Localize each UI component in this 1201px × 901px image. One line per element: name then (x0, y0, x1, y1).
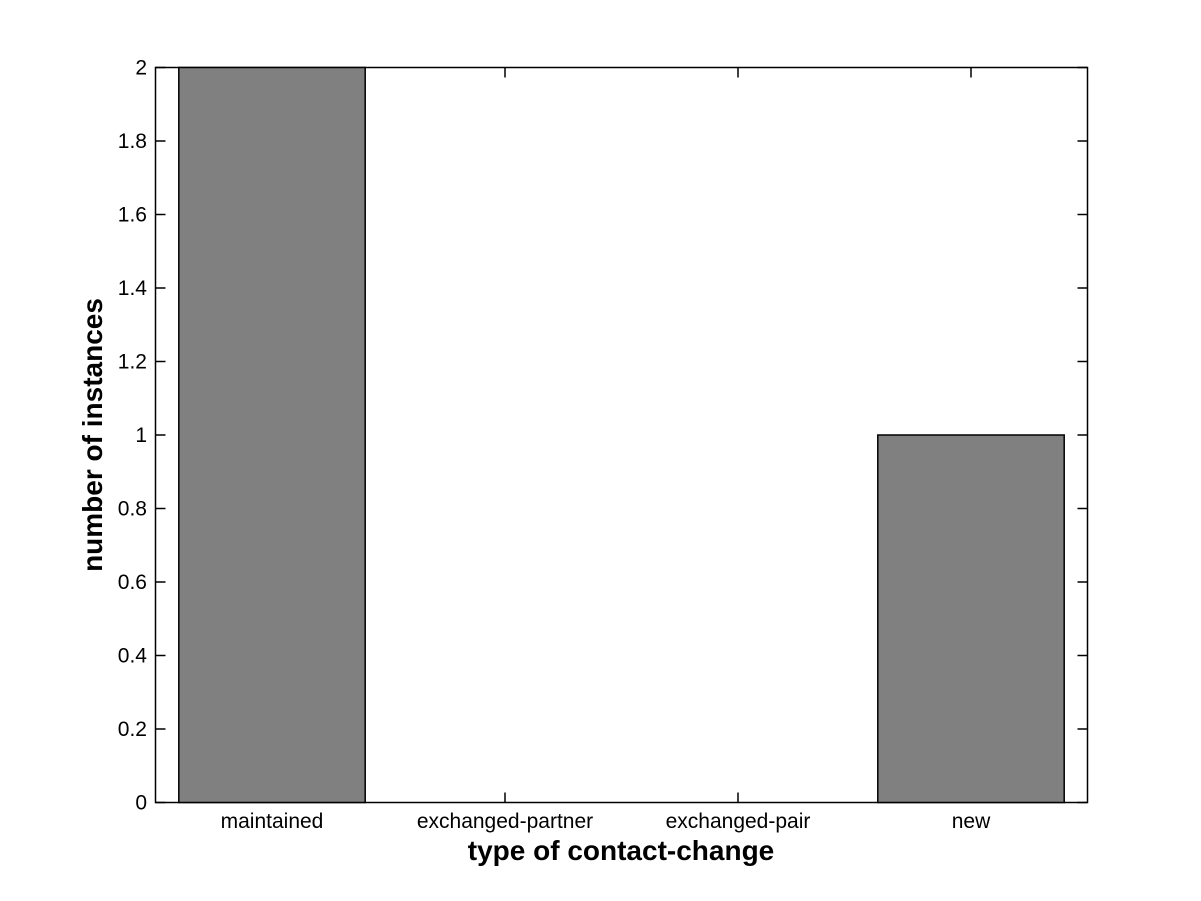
y-tick-label: 0.2 (118, 718, 147, 741)
x-axis-label: type of contact-change (467, 835, 775, 866)
bar-maintained (178, 66, 366, 804)
bar-new (877, 434, 1065, 804)
y-tick-label: 0.8 (118, 498, 147, 521)
y-tick-label: 1.4 (118, 277, 148, 300)
y-axis-label: number of instances (77, 298, 108, 572)
y-tick-label: 0.4 (118, 645, 148, 668)
y-tick-label: 1 (135, 424, 147, 447)
x-tick-label: exchanged-pair (666, 810, 811, 833)
x-tick-label: new (952, 810, 991, 833)
y-tick-label: 2 (135, 57, 147, 80)
y-tick-label: 1.6 (118, 204, 147, 227)
y-tick-label: 0 (135, 792, 147, 815)
x-tick-label: maintained (221, 810, 324, 833)
x-tick-label: exchanged-partner (417, 810, 593, 833)
y-tick-label: 1.2 (118, 351, 147, 374)
y-tick-label: 1.8 (118, 130, 147, 153)
y-tick-label: 0.6 (118, 571, 147, 594)
